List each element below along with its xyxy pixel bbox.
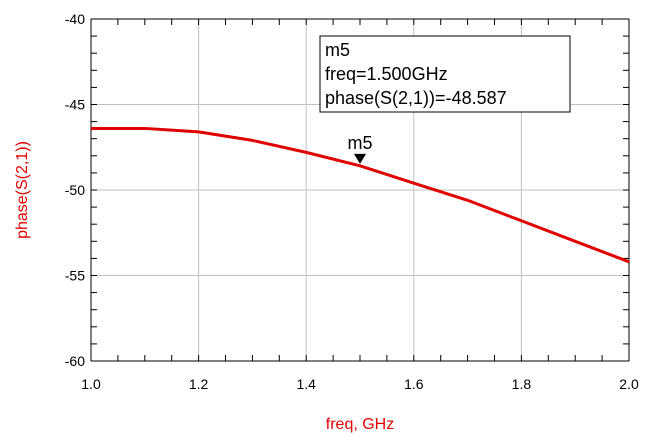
x-tick-label: 1.6	[404, 376, 424, 392]
marker-readout-freq: freq=1.500GHz	[325, 64, 448, 84]
y-tick-label: -40	[65, 11, 85, 27]
x-tick-label: 1.2	[189, 376, 209, 392]
marker-label: m5	[347, 133, 372, 153]
y-axis-title: phase(S(2,1))	[14, 141, 31, 239]
x-axis-title: freq, GHz	[326, 416, 394, 433]
y-tick-label: -50	[65, 182, 85, 198]
series-line	[91, 126, 630, 264]
x-tick-label: 1.0	[81, 376, 101, 392]
x-tick-labels: 1.0 1.2 1.4 1.6 1.8 2.0	[81, 376, 639, 392]
y-tick-labels: -40 -45 -50 -55 -60	[65, 11, 85, 369]
x-tick-label: 1.8	[512, 376, 532, 392]
axis-ticks	[91, 19, 629, 361]
x-tick-label: 1.4	[296, 376, 316, 392]
y-tick-label: -55	[65, 268, 85, 284]
x-tick-label: 2.0	[619, 376, 639, 392]
marker-readout-name: m5	[325, 40, 350, 60]
y-tick-label: -45	[65, 97, 85, 113]
marker-readout-frame	[319, 35, 571, 113]
marker-triangle-icon[interactable]	[354, 153, 366, 164]
marker-readout-box[interactable]: m5 freq=1.500GHz phase(S(2,1))=-48.587	[319, 35, 571, 113]
marker-readout-phase: phase(S(2,1))=-48.587	[325, 88, 507, 108]
y-tick-label: -60	[65, 353, 85, 369]
